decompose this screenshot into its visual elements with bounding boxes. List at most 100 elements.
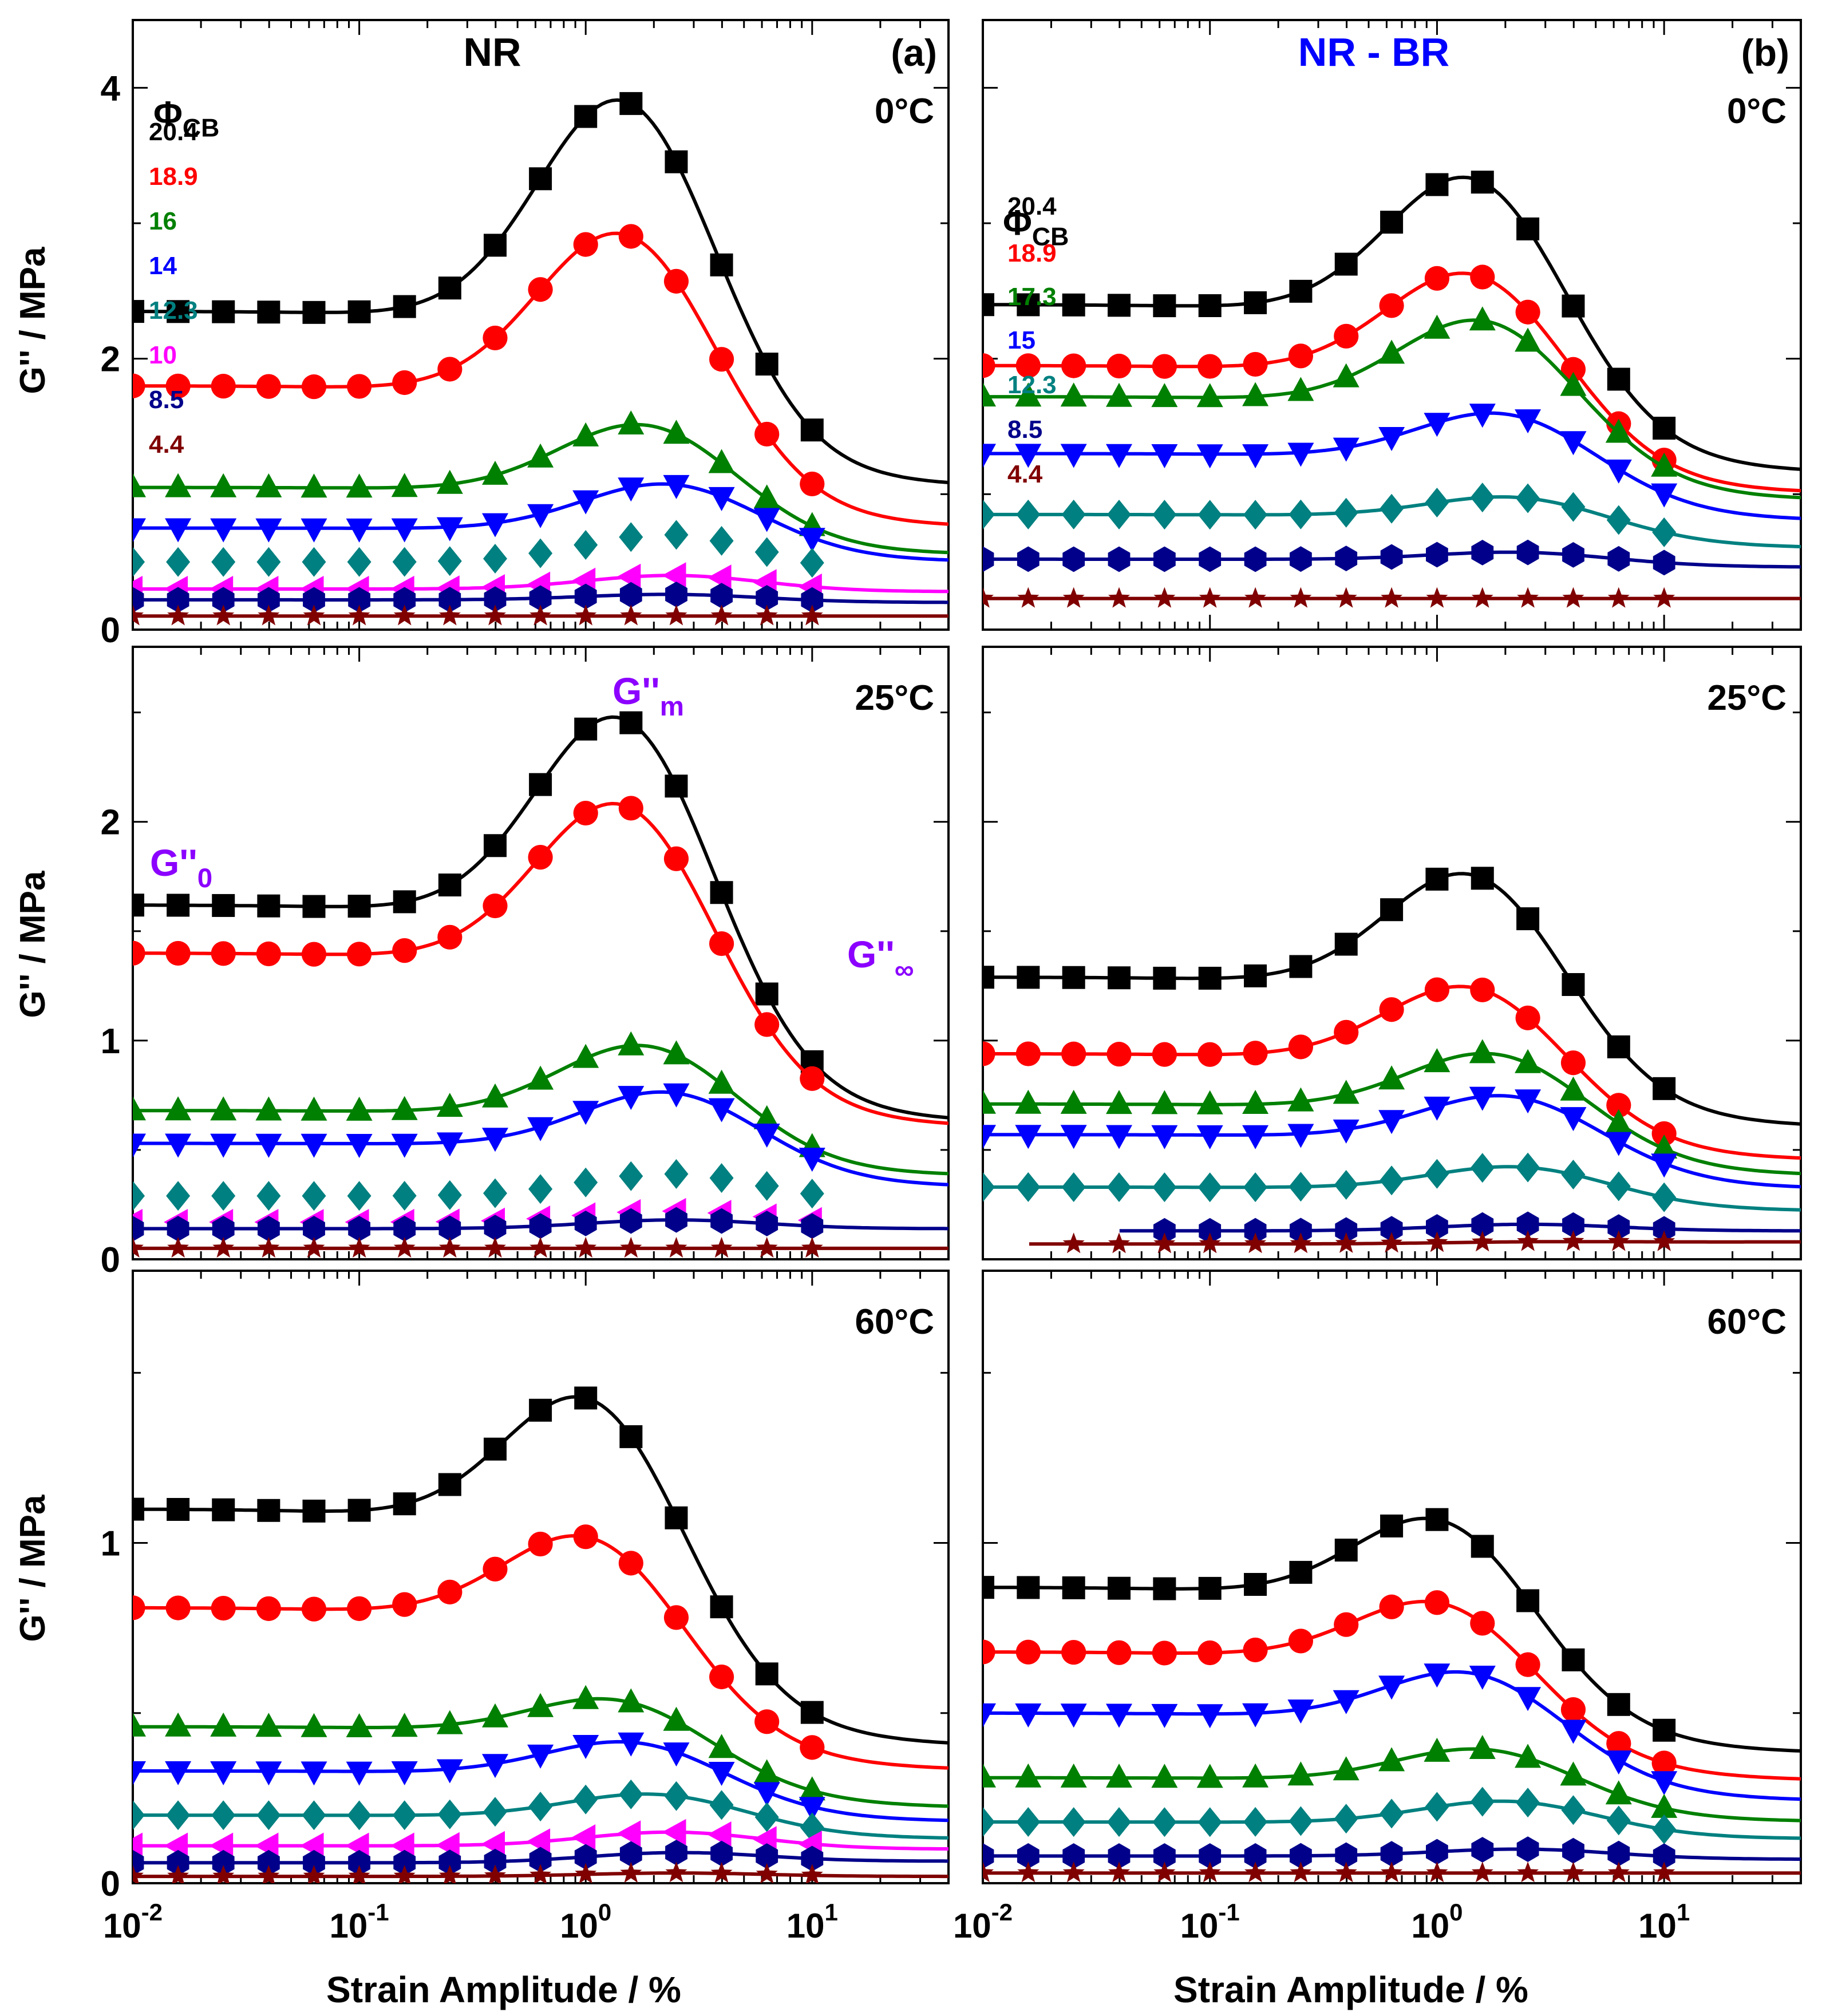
- data-point-4.4: [212, 1236, 235, 1258]
- data-point-10: [616, 563, 641, 590]
- data-point-14: [165, 1761, 192, 1785]
- data-point-8.5: [167, 1849, 189, 1876]
- data-point-8.5: [1108, 1843, 1131, 1869]
- series-line-18.9: [133, 1534, 948, 1770]
- data-point-4.4: [167, 604, 189, 626]
- data-point-18.9: [573, 232, 598, 257]
- data-point-8.5: [665, 1207, 687, 1233]
- data-point-10: [707, 564, 732, 591]
- data-point-4.4: [1517, 1230, 1539, 1251]
- legend-label-20.4: 20.4: [1007, 192, 1057, 220]
- data-point-8.5: [1426, 1214, 1448, 1240]
- data-point-4.4: [1426, 1861, 1448, 1883]
- data-point-8.5: [710, 1840, 733, 1867]
- data-point-18.9: [1015, 1639, 1041, 1665]
- data-point-17.3: [1560, 1761, 1587, 1786]
- data-point-4.4: [1153, 1861, 1176, 1883]
- data-point-20.4: [483, 834, 507, 857]
- data-point-12.3: [983, 1807, 995, 1837]
- data-point-12.3: [133, 1181, 145, 1211]
- data-point-15: [1469, 1086, 1496, 1111]
- data-point-12.3: [392, 1181, 417, 1211]
- data-point-4.4: [1199, 1232, 1221, 1254]
- data-point-16: [708, 1734, 735, 1758]
- data-point-12.3: [1470, 1153, 1495, 1183]
- data-point-12.3: [1152, 500, 1177, 530]
- data-point-12.3: [1334, 1170, 1358, 1200]
- data-point-17.3: [1515, 327, 1542, 352]
- data-point-17.3: [1651, 1793, 1678, 1818]
- data-point-12.3: [1061, 1172, 1086, 1202]
- data-point-14: [527, 1117, 554, 1141]
- data-point-15: [1333, 1119, 1359, 1144]
- data-point-14: [572, 1101, 599, 1125]
- annotation-gm: G''m: [612, 670, 684, 722]
- series-group: [133, 1386, 948, 1883]
- data-point-14: [618, 1086, 645, 1110]
- legend-title: ΦCB: [1003, 203, 1069, 251]
- data-point-8.5: [133, 1849, 144, 1876]
- data-point-18.9: [1379, 293, 1404, 318]
- data-point-8.5: [619, 1208, 642, 1234]
- data-point-12.3: [528, 1174, 553, 1204]
- data-point-18.9: [1470, 977, 1495, 1003]
- data-point-20.4: [710, 881, 733, 904]
- data-point-20.4: [1653, 1077, 1676, 1100]
- data-point-16: [301, 1096, 327, 1121]
- data-point-12.3: [1061, 1807, 1086, 1837]
- data-point-14: [301, 518, 327, 543]
- data-point-18.9: [800, 1735, 825, 1760]
- series-group: [983, 1508, 1801, 1883]
- data-point-14: [210, 1133, 237, 1158]
- data-point-18.9: [133, 1595, 145, 1620]
- data-point-10: [571, 1824, 596, 1851]
- y-axis-title-bottom: G'' / MPa: [13, 1495, 53, 1642]
- data-point-8.5: [1335, 1217, 1358, 1243]
- data-point-20.4: [1062, 1576, 1085, 1599]
- data-point-14: [436, 1132, 463, 1157]
- data-point-20.4: [529, 773, 552, 796]
- data-point-18.9: [1470, 264, 1495, 290]
- temperature-label: 60°C: [1707, 1302, 1787, 1342]
- data-point-8.5: [1153, 1843, 1176, 1869]
- data-point-12.3: [1107, 1172, 1131, 1202]
- data-point-17.3: [1515, 1049, 1542, 1073]
- data-point-18.9: [754, 1012, 780, 1037]
- data-point-12.3: [1652, 517, 1677, 547]
- data-point-15: [1378, 1675, 1405, 1700]
- data-point-18.9: [1470, 1611, 1495, 1636]
- data-point-8.5: [348, 1216, 370, 1242]
- legend-label-20.4: 20.4: [149, 118, 198, 146]
- data-point-20.4: [665, 774, 688, 798]
- data-point-4.4: [1562, 587, 1584, 608]
- data-point-18.9: [1560, 1050, 1586, 1076]
- data-point-4.4: [1108, 587, 1131, 608]
- temperature-label: 0°C: [875, 92, 934, 131]
- data-point-15: [1333, 1690, 1359, 1714]
- data-point-4.4: [1471, 1231, 1493, 1252]
- temperature-label: 25°C: [855, 678, 934, 718]
- data-point-4.4: [258, 1865, 280, 1883]
- series-group: [133, 711, 948, 1258]
- x-axis-title-left: Strain Amplitude / %: [326, 1969, 681, 2010]
- data-point-15: [1605, 1750, 1632, 1775]
- data-point-12.3: [574, 530, 598, 560]
- data-point-12.3: [347, 1181, 371, 1211]
- data-point-17.3: [1560, 1076, 1587, 1101]
- series-group: [133, 92, 948, 626]
- data-point-20.4: [347, 895, 371, 918]
- data-point-4.4: [665, 604, 687, 626]
- data-point-4.4: [212, 604, 235, 626]
- data-point-12.3: [1516, 1152, 1540, 1183]
- data-point-20.4: [1334, 1539, 1358, 1562]
- data-point-14: [346, 518, 373, 543]
- data-point-15: [1060, 1703, 1087, 1728]
- plot-frame: [982, 19, 1802, 631]
- data-point-8.5: [1426, 541, 1448, 568]
- data-point-20.4: [1244, 291, 1267, 314]
- data-point-12.3: [574, 1784, 598, 1815]
- data-point-18.9: [663, 1605, 689, 1630]
- data-point-14: [618, 477, 645, 502]
